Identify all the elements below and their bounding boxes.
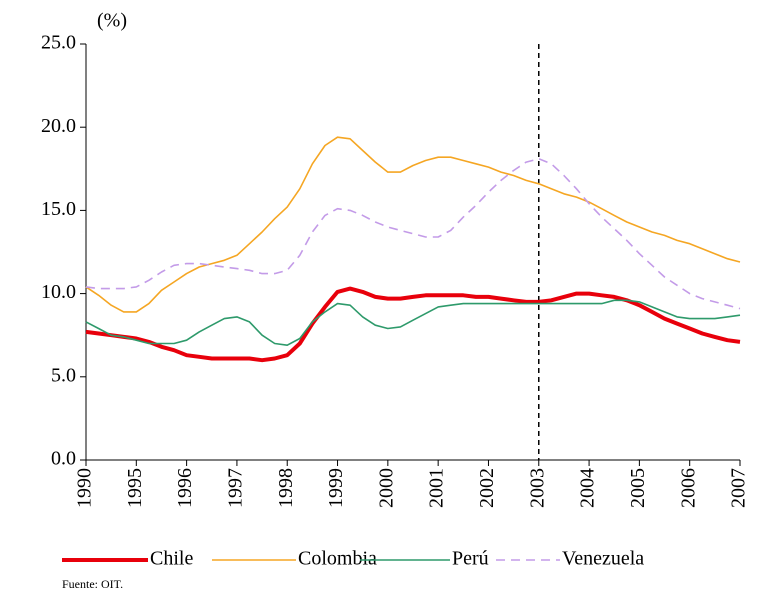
series-line <box>85 299 741 346</box>
legend-label: Colombia <box>298 548 377 570</box>
x-tick-label: 1990 <box>74 468 96 508</box>
series-line <box>85 136 741 313</box>
x-tick-label: 2006 <box>677 468 699 508</box>
y-tick-label: 25.0 <box>41 32 76 54</box>
source: Fuente: OIT. <box>62 577 123 591</box>
y-tick-label: 5.0 <box>51 364 76 386</box>
y-tick-label: 20.0 <box>41 115 76 137</box>
x-tick-label: 2000 <box>375 468 397 508</box>
x-tick-label: 2003 <box>526 468 548 508</box>
x-tick-label: 1995 <box>124 468 146 508</box>
legend-label: Venezuela <box>562 548 644 570</box>
y-axis-unit: (%) <box>97 10 127 32</box>
x-tick-label: 2002 <box>476 468 498 508</box>
y-tick-label: 0.0 <box>51 448 76 470</box>
x-tick-label: 1996 <box>174 468 196 508</box>
x-tick-label: 2004 <box>577 468 599 508</box>
x-tick-label: 1999 <box>325 468 347 508</box>
x-tick-label: 2007 <box>728 468 750 508</box>
x-tick-label: 2005 <box>627 468 649 508</box>
series-line <box>85 158 741 310</box>
y-tick-label: 10.0 <box>41 281 76 303</box>
legend-label: Chile <box>150 548 193 570</box>
series-line <box>85 286 741 363</box>
x-tick-label: 2001 <box>426 468 448 508</box>
y-tick-label: 15.0 <box>41 198 76 220</box>
x-tick-label: 1997 <box>225 468 247 508</box>
x-tick-label: 1998 <box>275 468 297 508</box>
legend-label: Perú <box>452 548 489 570</box>
